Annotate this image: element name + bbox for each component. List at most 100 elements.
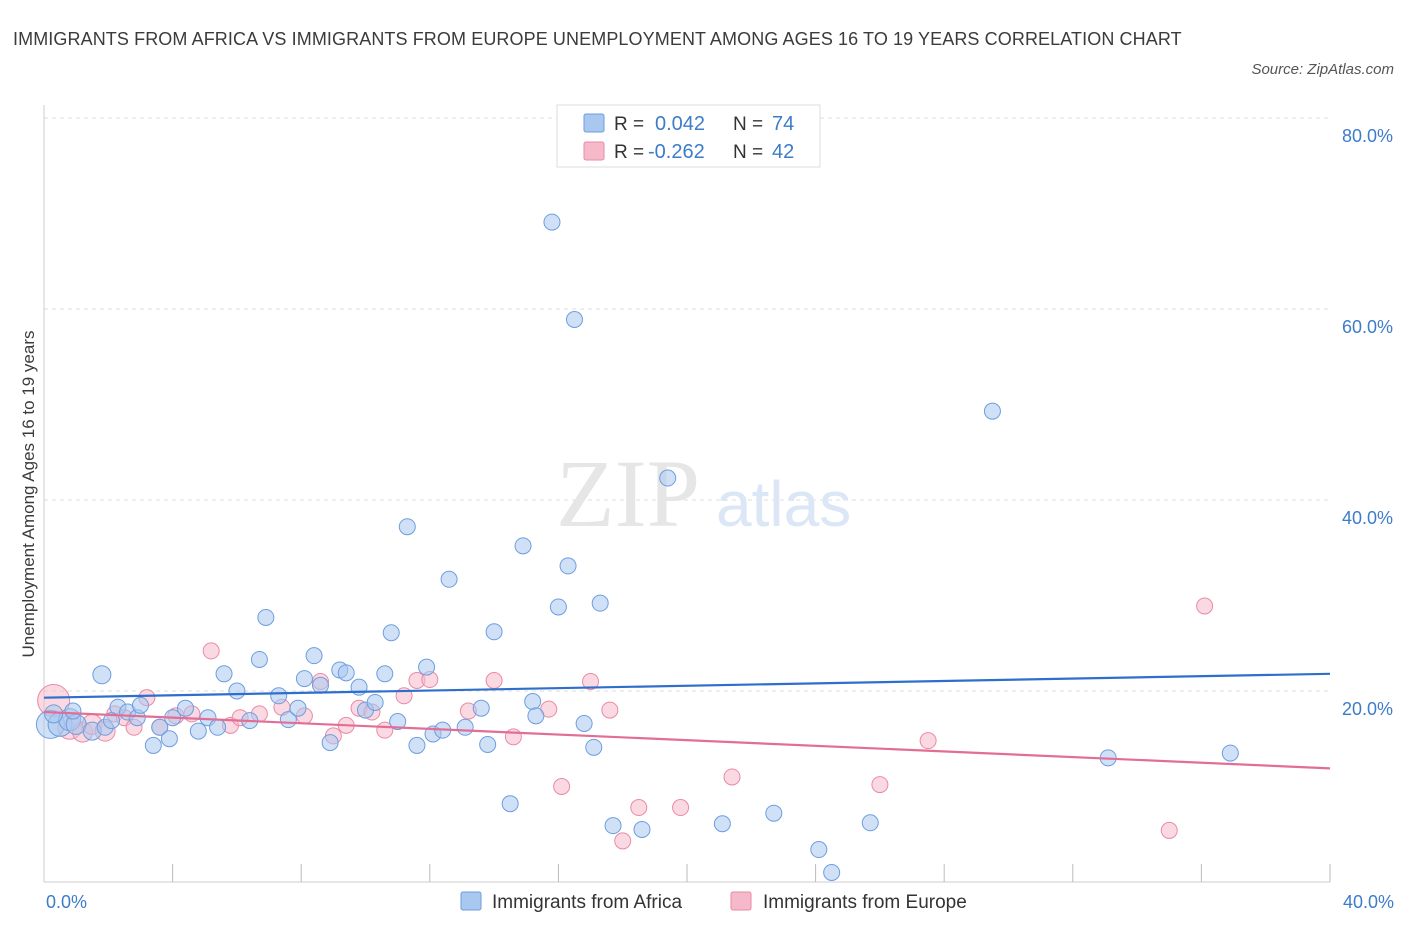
data-point [479, 735, 497, 753]
data-point [289, 699, 307, 717]
data-point [549, 598, 567, 616]
data-point [614, 832, 632, 850]
data-point [418, 658, 436, 676]
y-tick-labels: 20.0% 40.0% 60.0% 80.0% [1342, 126, 1393, 719]
legend-europe-n-label: N = [733, 142, 763, 163]
watermark-zip: ZIP [556, 440, 700, 547]
data-point [501, 795, 519, 813]
data-point [456, 718, 474, 736]
legend-item-europe-swatch [730, 891, 752, 911]
data-point [1196, 597, 1214, 615]
data-point [270, 687, 288, 705]
data-point [440, 570, 458, 588]
data-point [160, 730, 178, 748]
data-point [257, 608, 275, 626]
legend-europe-r-value: -0.262 [648, 141, 705, 163]
legend-item-africa-label: Immigrants from Africa [492, 892, 682, 913]
x-axis-ticks [172, 864, 1331, 882]
legend-europe-r-label: R = [614, 142, 644, 163]
data-point [337, 664, 355, 682]
data-point [575, 714, 593, 732]
data-point [585, 738, 603, 756]
legend-africa-r-value: 0.042 [655, 113, 705, 135]
data-point [871, 776, 889, 794]
series-legend: Immigrants from Africa Immigrants from E… [460, 891, 967, 913]
data-point [983, 402, 1001, 420]
data-point [527, 707, 545, 725]
data-point [472, 699, 490, 717]
trend-line-africa [43, 672, 1331, 699]
source-label: Source: ZipAtlas.com [1251, 61, 1394, 78]
data-point [1221, 744, 1239, 762]
series-africa-points [35, 213, 1239, 881]
trend-line-europe [43, 710, 1331, 770]
data-point [209, 718, 227, 736]
data-point [64, 702, 82, 720]
legend-africa-n-value: 74 [772, 113, 794, 135]
data-point [376, 665, 394, 683]
data-point [543, 213, 561, 231]
data-point [604, 817, 622, 835]
data-point [176, 699, 194, 717]
data-point [144, 736, 162, 754]
data-point [559, 557, 577, 575]
data-point [485, 671, 503, 689]
data-point [250, 650, 268, 668]
legend-swatch-europe [583, 141, 605, 161]
data-point [630, 799, 648, 817]
data-point [565, 311, 583, 329]
data-point [601, 701, 619, 719]
data-point [553, 778, 571, 795]
legend-swatch-africa [583, 113, 605, 133]
data-point [151, 718, 169, 736]
data-point [131, 696, 149, 714]
data-point [202, 642, 220, 660]
trend-lines [43, 672, 1331, 770]
data-point [633, 820, 651, 838]
data-point [321, 734, 339, 752]
correlation-legend: R = 0.042 N = 74 R = -0.262 N = 42 [556, 104, 821, 168]
data-point [765, 804, 783, 822]
data-point [305, 647, 323, 665]
data-point [659, 469, 677, 487]
data-point [672, 799, 690, 817]
y-axis-label: Unemployment Among Ages 16 to 19 years [19, 331, 38, 658]
data-point [919, 732, 937, 750]
legend-africa-n-label: N = [733, 114, 763, 135]
y-tick-label: 20.0% [1342, 699, 1393, 719]
data-point [524, 693, 542, 711]
data-point [1160, 821, 1178, 839]
data-point [228, 682, 246, 700]
legend-item-africa-swatch [460, 891, 482, 911]
data-point [514, 537, 532, 555]
x-tick-label-min: 0.0% [46, 892, 87, 912]
grid [44, 117, 1330, 692]
y-tick-label: 60.0% [1342, 317, 1393, 337]
y-tick-label: 80.0% [1342, 126, 1393, 146]
data-point [366, 693, 384, 711]
data-point [861, 814, 879, 832]
data-point [810, 841, 828, 859]
data-point [103, 712, 121, 730]
data-point [44, 704, 64, 724]
data-point [408, 736, 426, 754]
legend-africa-r-label: R = [614, 114, 644, 135]
data-point [382, 624, 400, 642]
y-tick-label: 40.0% [1342, 508, 1393, 528]
data-point [311, 676, 329, 694]
data-point [215, 665, 233, 683]
chart-title: IMMIGRANTS FROM AFRICA VS IMMIGRANTS FRO… [13, 29, 1182, 49]
data-point [582, 672, 600, 690]
data-point [398, 518, 416, 536]
x-tick-label-max: 40.0% [1343, 892, 1394, 912]
data-point [591, 594, 609, 612]
data-point [485, 623, 503, 641]
legend-item-europe-label: Immigrants from Europe [763, 892, 967, 913]
data-point [295, 670, 313, 688]
data-point [723, 768, 741, 786]
data-point [92, 665, 112, 685]
data-point [389, 713, 407, 731]
data-point [713, 815, 731, 833]
watermark-atlas: atlas [716, 468, 851, 540]
